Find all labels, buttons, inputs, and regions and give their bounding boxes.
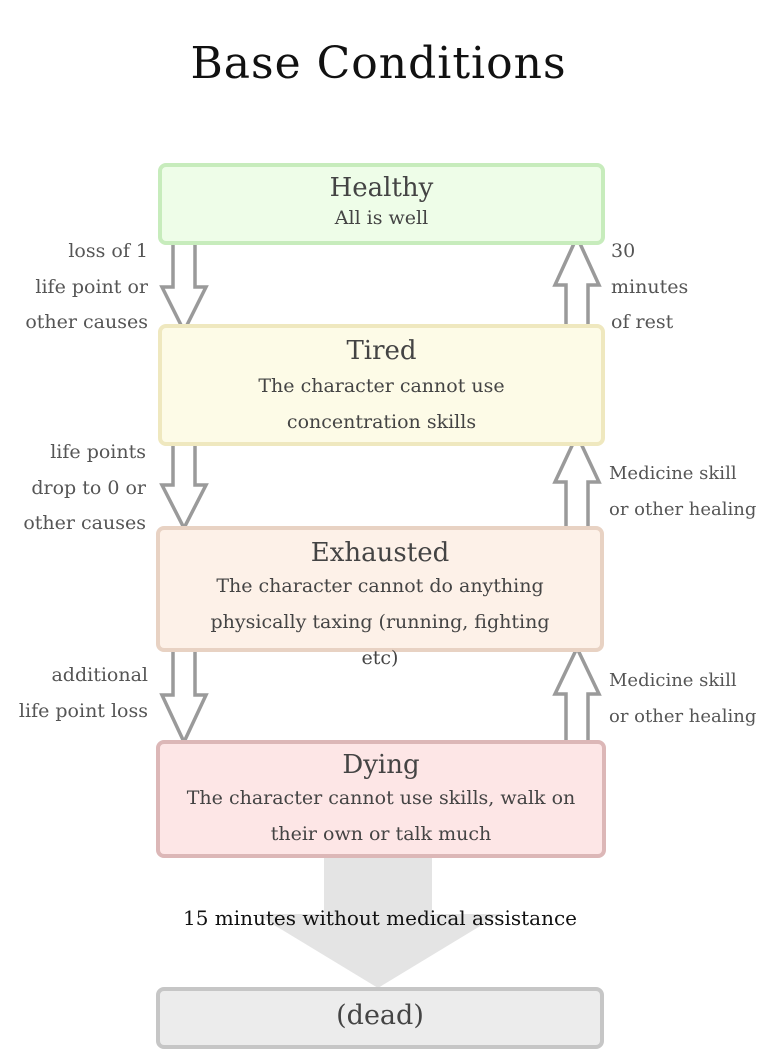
- transition-label-healthy-to-tired: loss of 1 life point or other causes: [0, 234, 148, 341]
- label-line: other causes: [25, 311, 148, 333]
- state-name: Tired: [346, 336, 417, 366]
- label-line: 30: [611, 240, 636, 262]
- label-line: life point loss: [18, 699, 148, 722]
- state-name: (dead): [336, 1000, 424, 1031]
- state-name: Dying: [342, 750, 420, 780]
- arrow-exhausted-to-dying: [159, 644, 209, 747]
- label-line: Medicine skill: [609, 463, 737, 484]
- state-description: The character cannot use skills, walk on…: [186, 787, 576, 845]
- label-line: of rest: [611, 311, 674, 333]
- label-line: loss of 1: [68, 240, 148, 262]
- label-line: other causes: [23, 512, 146, 534]
- arrow-exhausted-to-tired: [552, 430, 602, 533]
- arrow-tired-to-exhausted: [159, 434, 209, 532]
- arrow-tired-to-healthy: [552, 232, 602, 336]
- state-exhausted: Exhausted The character cannot do anythi…: [156, 526, 604, 669]
- transition-label-tired-to-exhausted: life points drop to 0 or other causes: [0, 435, 146, 542]
- transition-label-tired-to-healthy: 30 minutes of rest: [611, 234, 771, 341]
- label-line: life point or: [35, 275, 148, 298]
- label-line: additional: [51, 664, 148, 686]
- state-healthy: Healthy All is well: [158, 163, 605, 245]
- state-dead: (dead): [156, 987, 604, 1049]
- transition-label-dying-to-exhausted: Medicine skill or other healing: [609, 663, 775, 734]
- death-condition-label: 15 minutes without medical assistance: [182, 906, 578, 930]
- arrow-dying-to-exhausted: [552, 643, 602, 745]
- label-line: or other healing: [609, 498, 757, 520]
- state-tired: Tired The character cannot use concentra…: [158, 324, 605, 446]
- transition-label-exhausted-to-dying: additional life point loss: [0, 658, 148, 729]
- diagram-title: Base Conditions: [190, 38, 567, 89]
- state-description: The character cannot do anything physica…: [210, 575, 550, 669]
- label-line: life points: [50, 441, 146, 463]
- state-dying: Dying The character cannot use skills, w…: [156, 740, 606, 858]
- arrow-healthy-to-tired: [159, 234, 209, 335]
- label-line: or other healing: [609, 705, 757, 727]
- transition-label-exhausted-to-tired: Medicine skill or other healing: [609, 456, 775, 527]
- state-description: The character cannot use concentration s…: [258, 375, 505, 433]
- label-line: minutes: [611, 275, 689, 298]
- state-name: Healthy: [329, 173, 434, 203]
- death-arrow: [256, 858, 500, 988]
- state-description: All is well: [334, 207, 429, 229]
- state-name: Exhausted: [310, 538, 450, 568]
- label-line: drop to 0 or: [31, 476, 146, 499]
- label-line: Medicine skill: [609, 670, 737, 691]
